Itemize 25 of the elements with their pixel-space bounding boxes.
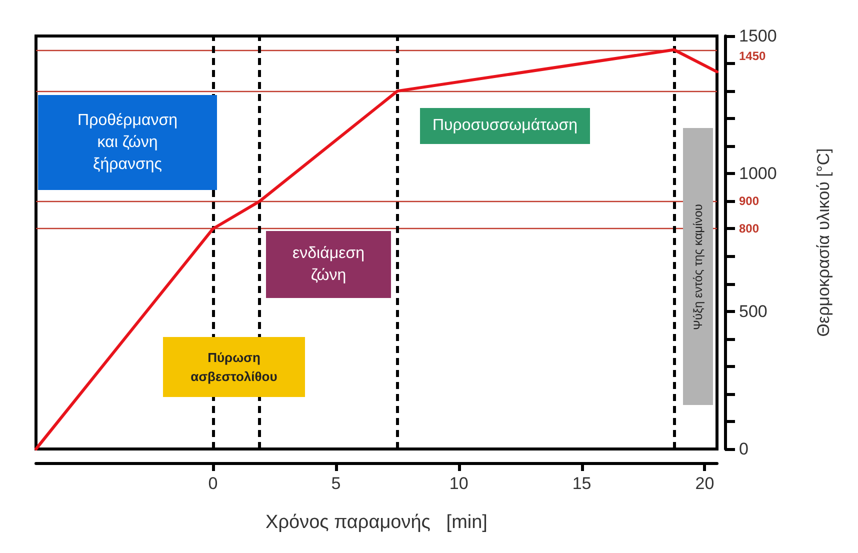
annotation: ενδιάμεση ζώνη xyxy=(292,244,364,286)
line-series xyxy=(34,48,718,450)
x-tick-label: 15 xyxy=(572,474,592,493)
ref-line-label: 900 xyxy=(739,194,760,208)
annotation: Προθέρμανση και ζώνη ξήρανσης xyxy=(78,110,178,174)
annotation: Ψύξη εντός της καμίνου xyxy=(690,204,706,330)
text-box: ενδιάμεση ζώνη xyxy=(266,231,391,298)
y-axis-title: Θερμοκρασία υλικού [°C] xyxy=(814,148,833,337)
ref-line-label: 1450 xyxy=(739,48,766,63)
x-tick-label: 10 xyxy=(449,474,468,493)
x-axis-title: Χρόνος παραμονής [min] xyxy=(266,512,488,533)
text-box: Πυροσυσσωμάτωση xyxy=(420,108,590,144)
y-tick-label: 0 xyxy=(739,440,748,458)
text-box: Πύρωση ασβεστολίθου xyxy=(163,337,305,397)
ref-line-label: 800 xyxy=(739,222,760,236)
x-tick-label: 5 xyxy=(331,474,341,493)
y-tick-label: 500 xyxy=(739,302,768,321)
annotation: Πυροσυσσωμάτωση xyxy=(432,116,578,136)
y-tick-label: 1000 xyxy=(739,164,777,184)
x-tick-label: 20 xyxy=(695,474,714,493)
y-tick-label: 1500 xyxy=(739,26,777,46)
annotation: Πύρωση ασβεστολίθου xyxy=(190,349,278,386)
x-tick-label: 0 xyxy=(208,474,218,493)
text-box: Προθέρμανση και ζώνη ξήρανσης xyxy=(38,95,217,190)
text-box: Ψύξη εντός της καμίνου xyxy=(683,128,713,405)
